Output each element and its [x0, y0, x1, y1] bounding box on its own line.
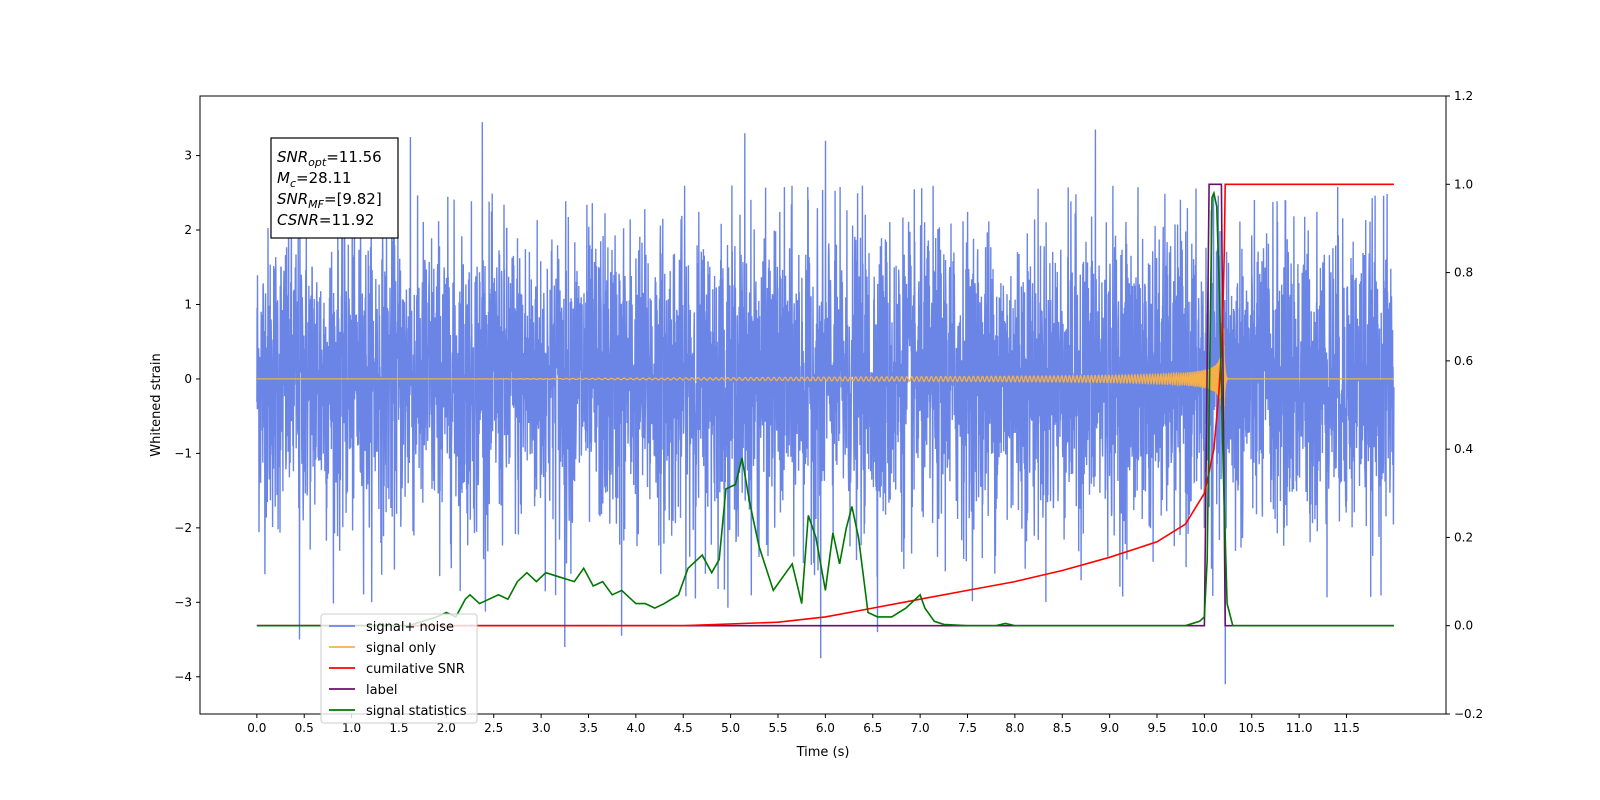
x-tick-label: 4.5 [674, 721, 693, 735]
y-axis-right: −0.2 0.0 0.2 0.4 0.6 0.8 1.0 1.2 [1446, 89, 1483, 721]
series-signal-only [256, 327, 1394, 444]
y-right-tick-label: −0.2 [1454, 707, 1483, 721]
y-right-tick-label: 0.8 [1454, 266, 1473, 280]
legend-label: signal+ noise [366, 620, 454, 635]
x-tick-label: 6.0 [816, 721, 835, 735]
x-tick-label: 0.0 [247, 721, 266, 735]
y-axis-label: Whitened strain [149, 353, 164, 456]
x-tick-label: 10.5 [1238, 721, 1265, 735]
y-right-tick-label: 0.0 [1454, 619, 1473, 633]
plot-series [256, 122, 1395, 685]
x-tick-label: 4.0 [626, 721, 645, 735]
y-tick-label: 0 [184, 372, 192, 386]
legend-label: cumilative SNR [366, 662, 465, 677]
x-tick-label: 7.0 [911, 721, 930, 735]
y-axis-left: −4 −3 −2 −1 0 1 2 3 [174, 149, 200, 684]
x-axis-label: Time (s) [796, 745, 850, 760]
y-right-tick-label: 0.4 [1454, 442, 1473, 456]
x-tick-label: 10.0 [1191, 721, 1218, 735]
y-tick-label: 2 [184, 223, 192, 237]
y-right-tick-label: 0.2 [1454, 530, 1473, 544]
x-tick-label: 2.0 [437, 721, 456, 735]
x-tick-label: 11.5 [1333, 721, 1360, 735]
y-right-tick-label: 1.2 [1454, 89, 1473, 103]
annotation-box: SNRopt=11.56Mc=28.11SNRMF=[9.82]CSNR=11.… [270, 137, 399, 239]
y-right-tick-label: 0.6 [1454, 354, 1473, 368]
series-signal-noise [256, 122, 1395, 685]
x-tick-label: 7.5 [958, 721, 977, 735]
annotation-line: Mc=28.11 [277, 169, 352, 190]
legend-label: signal only [366, 641, 436, 656]
y-tick-label: −3 [174, 595, 192, 609]
legend-label: label [366, 683, 397, 698]
x-tick-label: 9.0 [1100, 721, 1119, 735]
annotation-frame [270, 137, 399, 239]
annotation-line: SNRMF=[9.82] [277, 190, 382, 211]
x-tick-label: 2.5 [484, 721, 503, 735]
annotation-line: SNRopt=11.56 [277, 148, 382, 169]
y-tick-label: 3 [184, 149, 192, 163]
annotation-line: CSNR=11.92 [277, 211, 374, 229]
x-tick-label: 6.5 [863, 721, 882, 735]
y-tick-label: −1 [174, 446, 192, 460]
x-tick-label: 0.5 [295, 721, 314, 735]
x-tick-label: 8.5 [1053, 721, 1072, 735]
y-tick-label: −2 [174, 521, 192, 535]
legend-label: signal statistics [366, 704, 467, 719]
series-signal-statistics [256, 190, 1394, 627]
y-tick-label: 1 [184, 297, 192, 311]
x-tick-label: 3.5 [579, 721, 598, 735]
x-tick-label: 1.0 [342, 721, 361, 735]
legend: signal+ noise signal only cumilative SNR la… [320, 613, 478, 724]
x-axis: 0.0 0.5 1.0 1.5 2.0 2.5 3.0 3.5 4.0 4.5 5.0 5.5 6.0 6… [247, 714, 1360, 735]
x-tick-label: 9.5 [1147, 721, 1166, 735]
series-cumulative-snr [256, 183, 1394, 627]
plot-frame [199, 95, 1447, 715]
x-tick-label: 8.0 [1005, 721, 1024, 735]
y-tick-label: −4 [174, 670, 192, 684]
x-tick-label: 3.0 [532, 721, 551, 735]
y-right-tick-label: 1.0 [1454, 177, 1473, 191]
x-tick-label: 5.5 [768, 721, 787, 735]
x-tick-label: 1.5 [389, 721, 408, 735]
x-tick-label: 5.0 [721, 721, 740, 735]
x-tick-label: 11.0 [1286, 721, 1313, 735]
legend-frame [320, 613, 478, 724]
